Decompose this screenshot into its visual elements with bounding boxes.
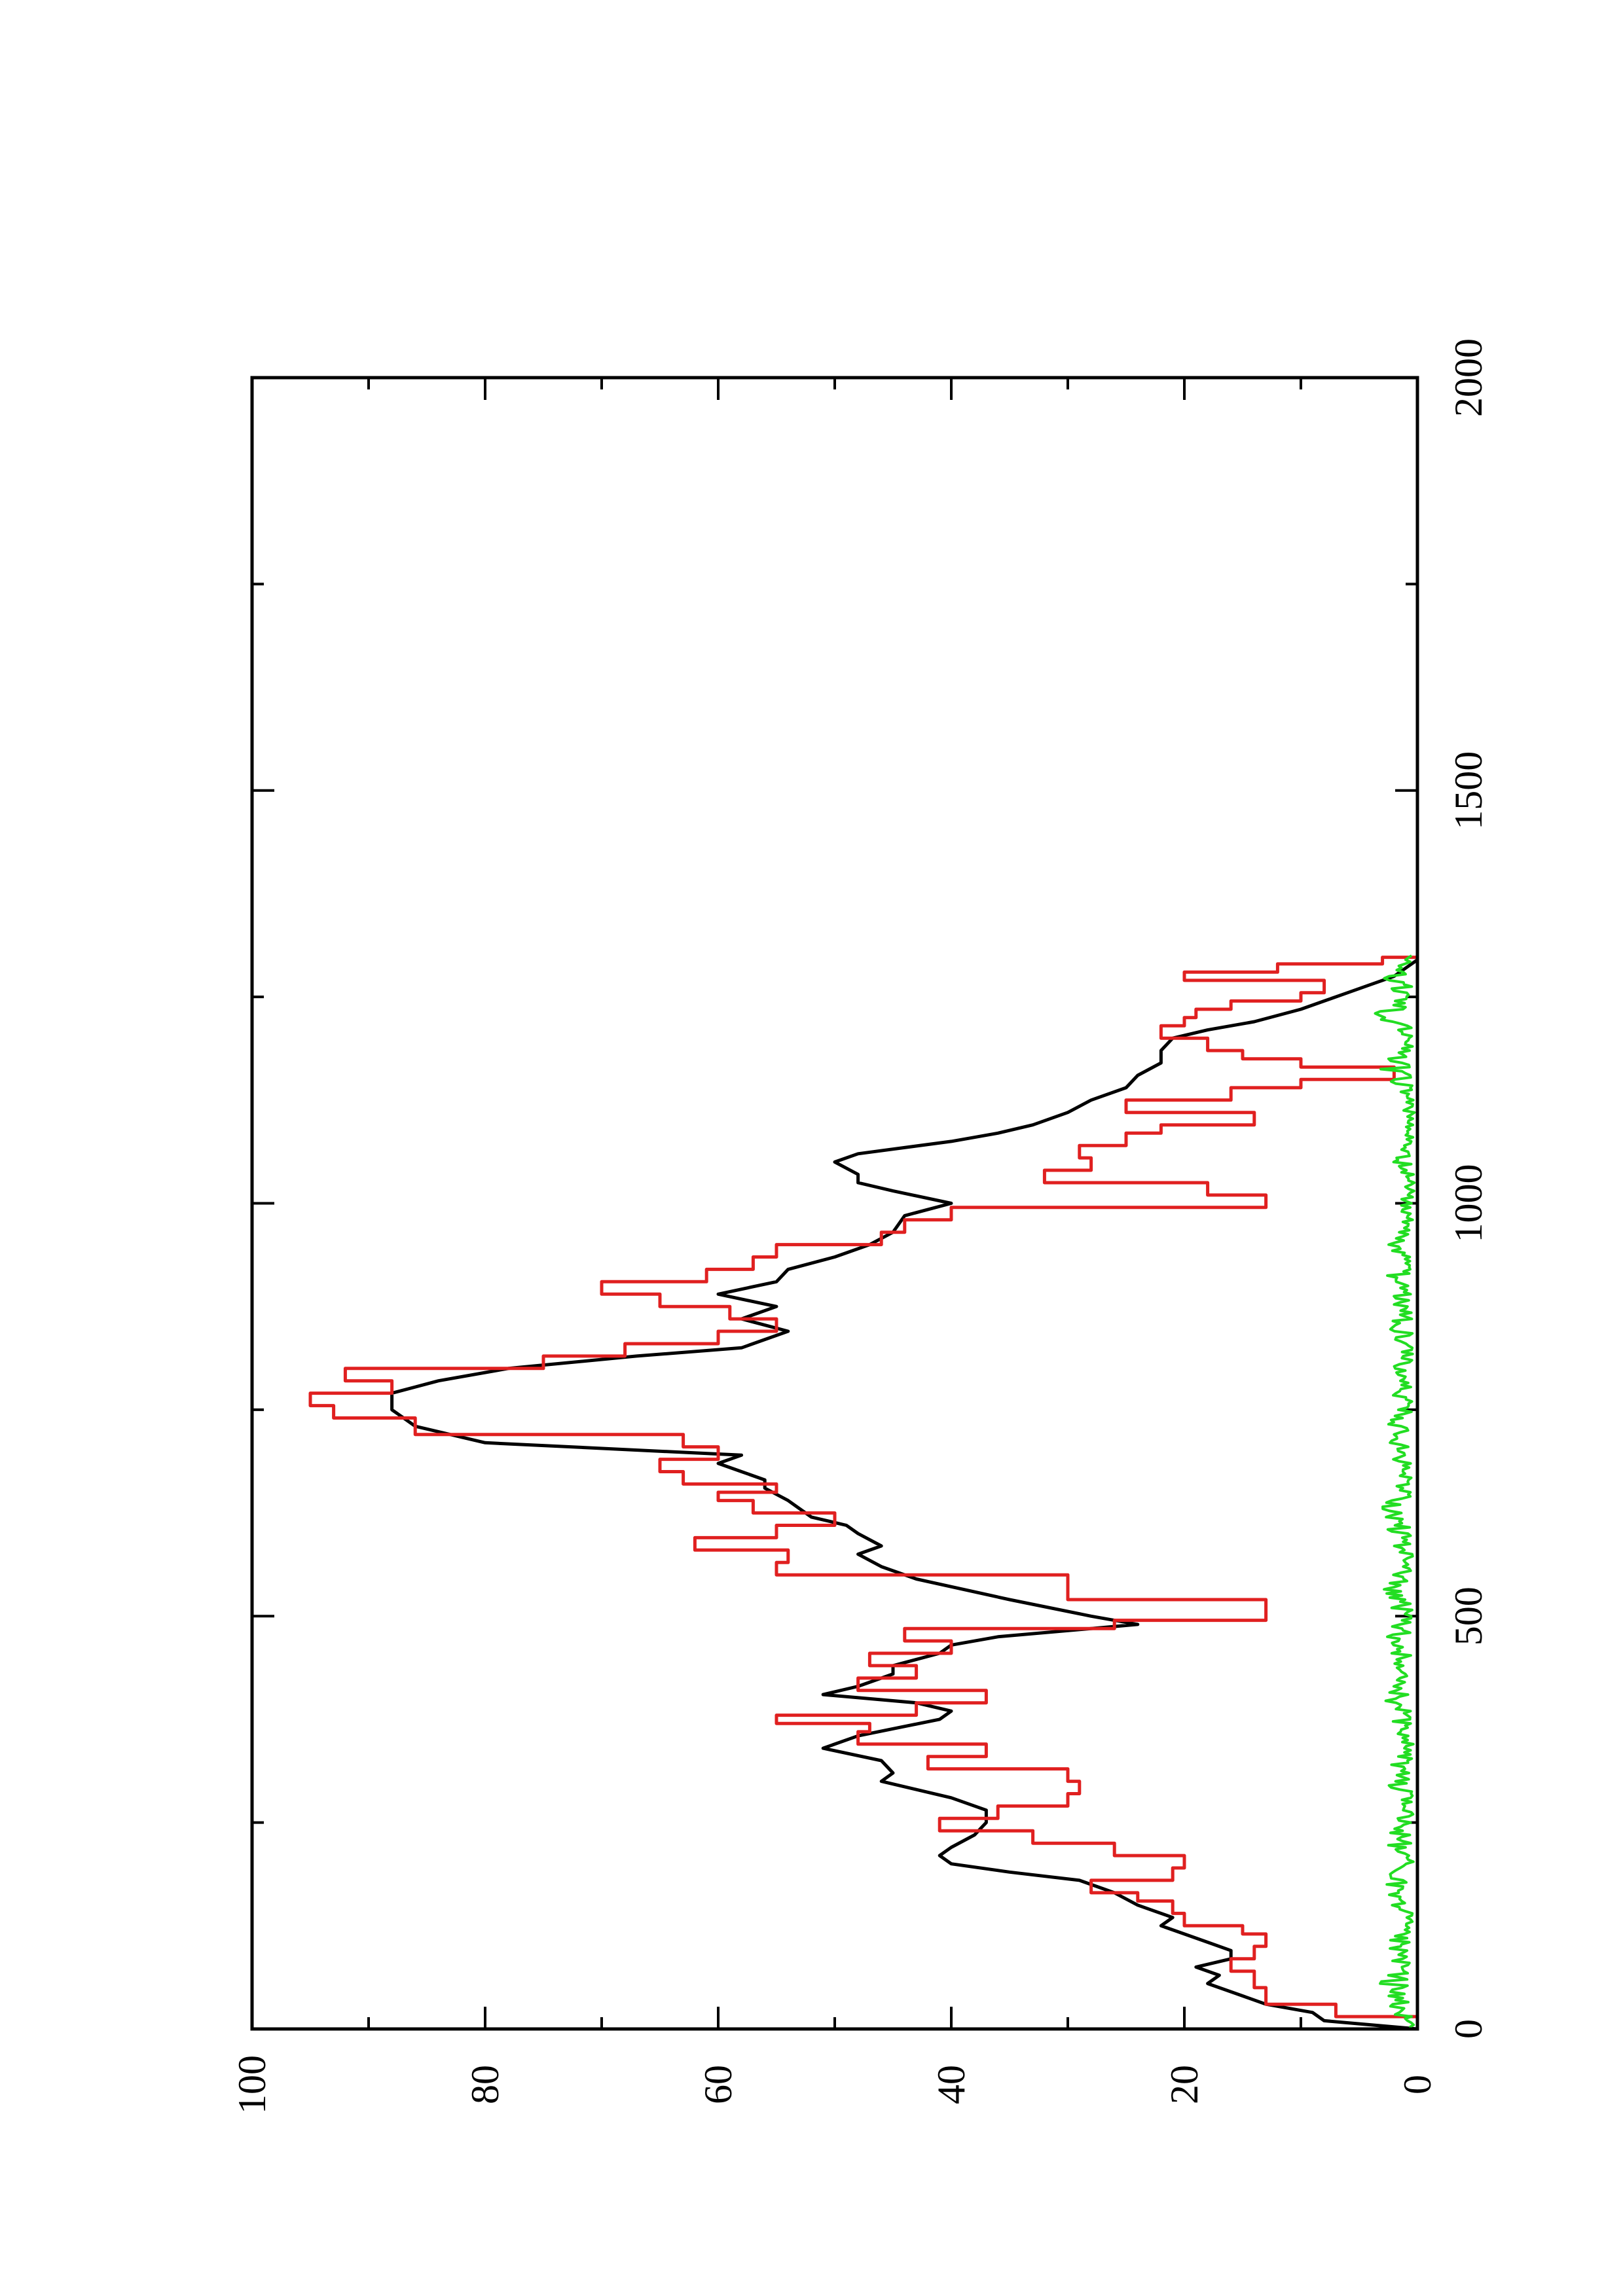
y-tick-label: 0 <box>1396 2075 1439 2094</box>
y-tick-label: 40 <box>930 2065 973 2104</box>
x-tick-label: 500 <box>1447 1587 1490 1645</box>
x-tick-label: 1000 <box>1447 1164 1490 1243</box>
x-tick-label: 0 <box>1447 2019 1490 2039</box>
y-tick-label: 80 <box>464 2065 507 2104</box>
series-line-2 <box>308 956 1419 2029</box>
y-tick-label: 100 <box>230 2055 274 2114</box>
tick-labels: 0 500 1000 1500 2000 0 20 40 60 80 100 <box>230 338 1490 2114</box>
y-tick-label: 20 <box>1163 2065 1206 2104</box>
series-line-1 <box>390 958 1419 2031</box>
x-tick-label: 1500 <box>1447 751 1490 830</box>
series-lines <box>308 954 1419 2031</box>
x-tick-label: 2000 <box>1447 338 1490 417</box>
series-line-3 <box>1374 954 1416 2030</box>
y-tick-label: 60 <box>697 2065 740 2104</box>
plot-frame <box>250 376 1419 2031</box>
